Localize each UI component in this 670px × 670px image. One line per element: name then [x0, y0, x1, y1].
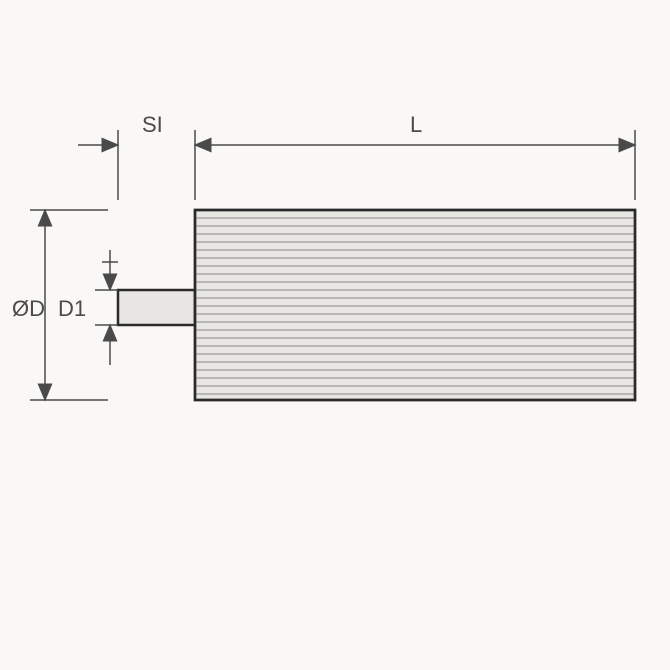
- dim-SI: [78, 130, 195, 200]
- label-D1: D1: [58, 296, 86, 322]
- dim-L: [195, 130, 635, 200]
- engineering-diagram: [0, 0, 670, 670]
- label-SI: SI: [142, 112, 163, 138]
- label-L: L: [410, 112, 422, 138]
- label-D: ØD: [12, 296, 45, 322]
- shaft-rect: [118, 290, 195, 325]
- body-rect: [195, 210, 635, 400]
- dim-D1: [95, 250, 118, 365]
